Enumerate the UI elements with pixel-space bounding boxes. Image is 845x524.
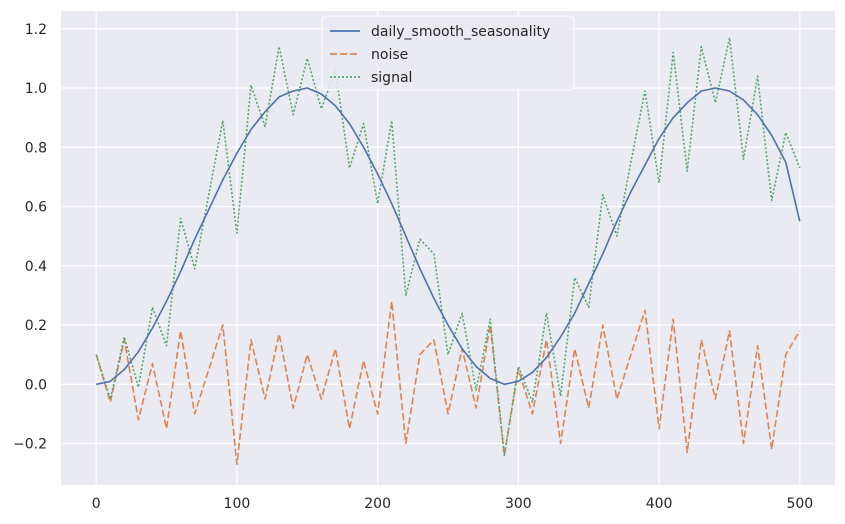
y-tick-label: 0.0 bbox=[25, 377, 47, 393]
x-tick-label: 500 bbox=[786, 496, 813, 512]
legend-label: noise bbox=[371, 47, 408, 63]
y-tick-label: 0.2 bbox=[25, 318, 47, 334]
x-tick-label: 400 bbox=[646, 496, 673, 512]
legend-label: signal bbox=[371, 70, 412, 86]
y-tick-label: 0.8 bbox=[25, 140, 47, 156]
legend-box bbox=[321, 15, 575, 91]
y-tick-label: 0.4 bbox=[25, 259, 47, 275]
series-line-daily-smooth-seasonality bbox=[96, 87, 801, 386]
x-tick-label: 300 bbox=[505, 496, 532, 512]
y-tick-label: 0.6 bbox=[25, 200, 47, 216]
x-axis-ticks: 0 100 200 300 400 500 bbox=[92, 496, 813, 512]
y-axis-ticks: −0.2 0.0 0.2 0.4 0.6 0.8 1.0 1.2 bbox=[13, 22, 47, 453]
x-tick-label: 100 bbox=[224, 496, 251, 512]
y-tick-label: −0.2 bbox=[13, 437, 47, 453]
x-tick-label: 200 bbox=[364, 496, 391, 512]
series-layer bbox=[95, 36, 801, 466]
y-tick-label: 1.2 bbox=[25, 22, 47, 38]
x-tick-label: 0 bbox=[92, 496, 101, 512]
series-line-signal bbox=[95, 36, 801, 457]
legend-label: daily_smooth_seasonality bbox=[371, 24, 550, 40]
y-tick-label: 1.0 bbox=[25, 81, 47, 97]
series-line-noise bbox=[95, 300, 801, 466]
